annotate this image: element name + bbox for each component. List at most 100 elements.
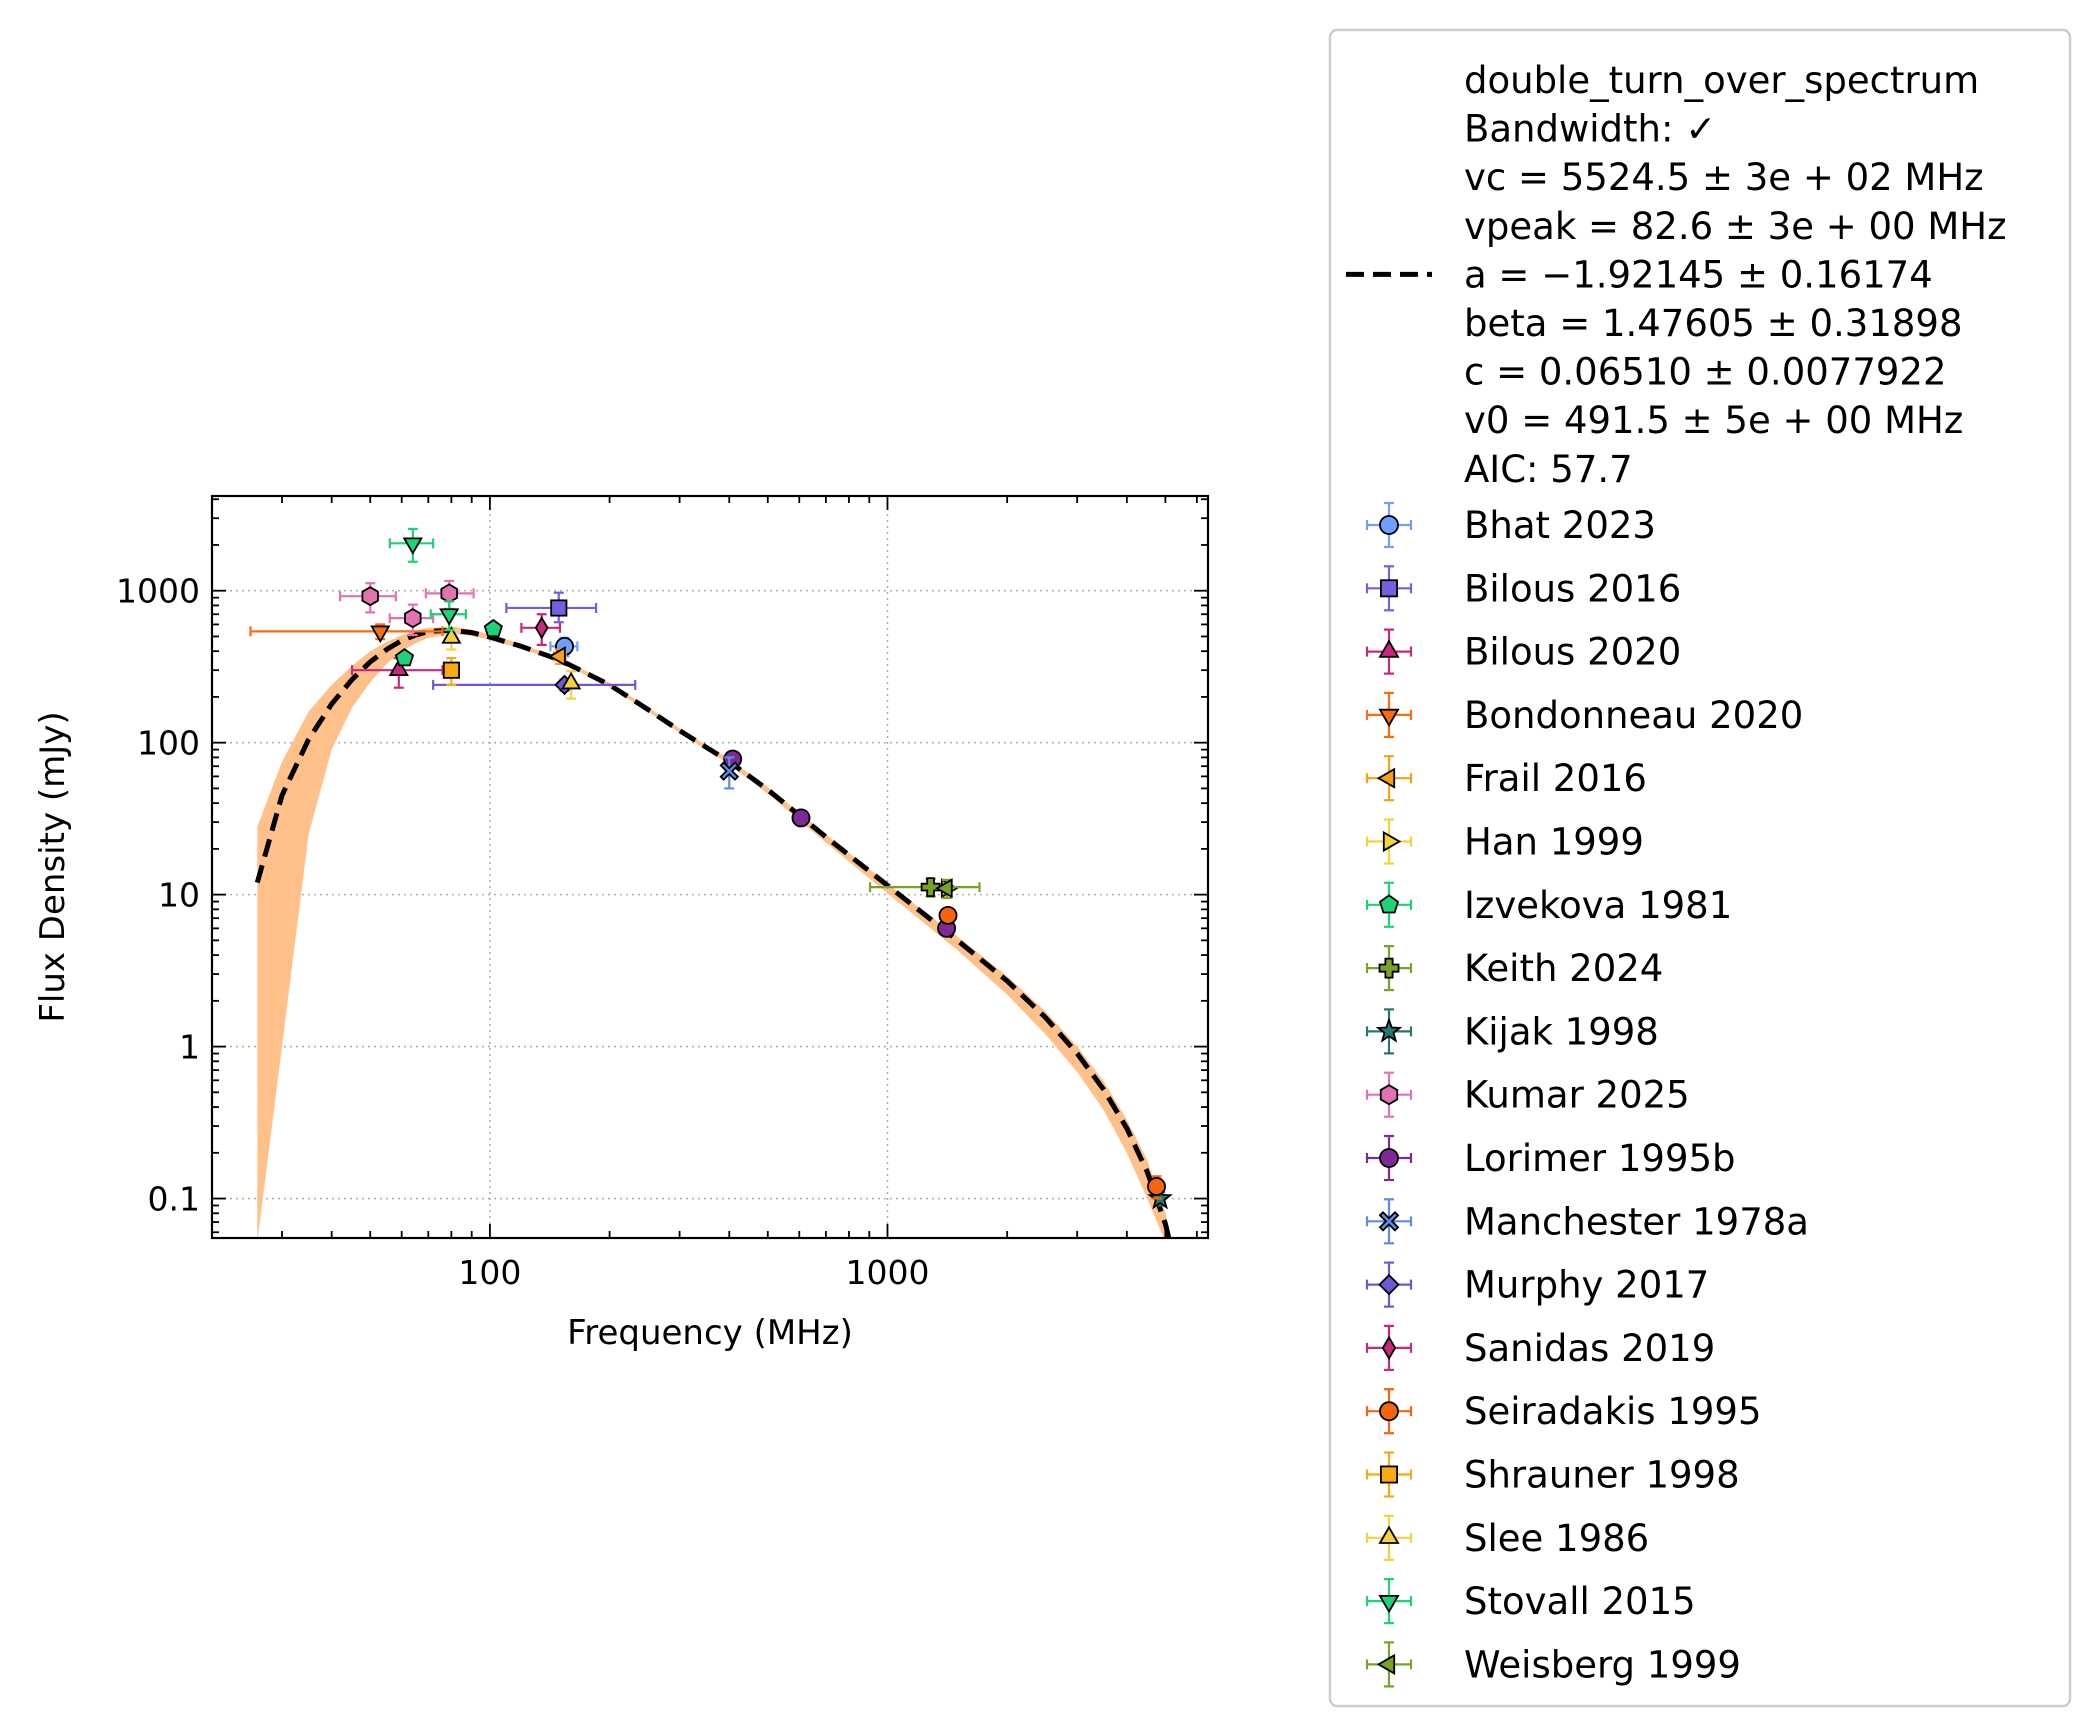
data-point-11-0 <box>719 761 740 781</box>
legend-marker-13 <box>1381 1335 1397 1361</box>
legend-fit-line-6: c = 0.06510 ± 0.0077922 <box>1464 351 1946 394</box>
data-point-9-0 <box>361 586 379 607</box>
series-13 <box>520 613 562 646</box>
legend-fit-line-4: a = −1.92145 ± 0.16174 <box>1464 253 1933 296</box>
series-15 <box>442 657 460 686</box>
legend-marker-4 <box>1376 767 1396 789</box>
data-point-16-0 <box>441 626 462 644</box>
data-point-14-0 <box>938 905 958 925</box>
series-12 <box>432 674 637 696</box>
legend-marker-2 <box>1378 639 1400 658</box>
series-2 <box>350 657 444 689</box>
data-point-13-0 <box>534 616 549 640</box>
legend-label-15: Shrauner 1998 <box>1464 1454 1740 1497</box>
fit-curve-layer <box>254 627 1172 1238</box>
data-point-6-1 <box>483 618 503 638</box>
legend-box <box>1328 28 2072 1708</box>
legend-label-16: Slee 1986 <box>1464 1517 1649 1560</box>
legend-label-1: Bilous 2016 <box>1464 567 1681 610</box>
legend-label-10: Lorimer 1995b <box>1464 1137 1736 1180</box>
data-point-7-0 <box>920 877 941 897</box>
legend-label-5: Han 1999 <box>1464 821 1644 864</box>
legend-fit-line-7: v0 = 491.5 ± 5e + 00 MHz <box>1464 399 1963 442</box>
data-point-15-0 <box>442 661 460 679</box>
legend-fit-line-0: double_turn_over_spectrum <box>1464 59 1979 102</box>
legend-fit-line-1: Bandwidth: ✓ <box>1464 108 1716 151</box>
x-tick-label-1: 1000 <box>845 1253 929 1292</box>
series-9 <box>339 579 475 637</box>
data-point-10-1 <box>791 808 811 828</box>
data-points <box>249 527 1173 1210</box>
data-point-1-0 <box>550 599 568 617</box>
fit-uncertainty-band <box>257 626 1169 1238</box>
legend: double_turn_over_spectrum Bandwidth: ✓ vc … <box>1328 28 2072 1708</box>
legend-marker-11 <box>1378 1211 1400 1232</box>
data-point-14-1 <box>1147 1177 1166 1196</box>
legend-label-8: Kijak 1998 <box>1464 1010 1659 1053</box>
legend-marker-15 <box>1380 1465 1398 1484</box>
fit-band <box>257 626 1169 1238</box>
legend-marker-3 <box>1378 708 1400 728</box>
legend-marker-7 <box>1378 957 1400 979</box>
legend-label-6: Izvekova 1981 <box>1464 884 1732 927</box>
plot-frame <box>210 494 1210 1240</box>
legend-fit-line-8: AIC: 57.7 <box>1464 448 1633 491</box>
series-17 <box>388 527 467 632</box>
legend-marker-0 <box>1379 515 1399 535</box>
y-axis-label: Flux Density (mJy) <box>33 711 73 1022</box>
legend-label-17: Stovall 2015 <box>1464 1580 1696 1623</box>
series-3 <box>249 623 444 644</box>
legend-fit-line-2: vc = 5524.5 ± 3e + 02 MHz <box>1464 156 1984 199</box>
data-point-6-0 <box>394 647 415 667</box>
data-point-2-0 <box>388 658 409 677</box>
series-16 <box>441 626 582 700</box>
legend-marker-12 <box>1378 1273 1400 1296</box>
y-tick-label-4: 1000 <box>116 572 200 611</box>
data-point-9-1 <box>404 608 422 629</box>
legend-marker-9 <box>1379 1084 1399 1106</box>
legend-marker-14 <box>1379 1401 1399 1422</box>
legend-label-13: Sanidas 2019 <box>1464 1327 1715 1370</box>
series-14 <box>938 905 1166 1200</box>
legend-marker-5 <box>1382 830 1402 853</box>
legend-label-7: Keith 2024 <box>1464 947 1663 990</box>
legend-label-3: Bondonneau 2020 <box>1464 694 1803 737</box>
legend-marker-18 <box>1376 1653 1396 1676</box>
legend-fit-line-3: vpeak = 82.6 ± 3e + 00 MHz <box>1464 205 2007 248</box>
legend-label-2: Bilous 2020 <box>1464 631 1681 674</box>
y-tick-label-1: 1 <box>179 1028 200 1067</box>
y-tick-label-3: 100 <box>137 724 200 763</box>
series-18 <box>935 878 953 900</box>
data-point-18-0 <box>935 878 953 899</box>
legend-label-0: Bhat 2023 <box>1464 504 1656 547</box>
series-4 <box>548 646 567 667</box>
legend-marker-10 <box>1379 1148 1399 1168</box>
data-point-17-0 <box>402 537 423 556</box>
x-axis-label: Frequency (MHz) <box>567 1313 853 1353</box>
y-tick-label-2: 10 <box>158 876 200 915</box>
series-6 <box>394 618 503 667</box>
series-7 <box>868 877 981 898</box>
legend-label-9: Kumar 2025 <box>1464 1074 1690 1117</box>
grid-lines <box>212 496 1208 1238</box>
legend-label-14: Seiradakis 1995 <box>1464 1390 1761 1433</box>
legend-marker-16 <box>1378 1525 1400 1544</box>
legend-label-4: Frail 2016 <box>1464 757 1647 800</box>
series-1 <box>505 591 598 624</box>
legend-fit-line-5: beta = 1.47605 ± 0.31898 <box>1464 302 1963 345</box>
legend-marker-8 <box>1375 1017 1403 1043</box>
legend-label-18: Weisberg 1999 <box>1464 1643 1741 1686</box>
data-point-17-1 <box>439 608 460 626</box>
data-point-4-0 <box>548 646 566 667</box>
axis-ticks: 100 1000 0.1 1 10 100 1000 <box>116 496 1208 1292</box>
legend-marker-6 <box>1378 894 1400 914</box>
legend-marker-1 <box>1380 579 1398 598</box>
legend-label-12: Murphy 2017 <box>1464 1264 1709 1307</box>
x-tick-label-0: 100 <box>458 1253 521 1292</box>
series-11 <box>719 756 740 790</box>
legend-marker-17 <box>1378 1594 1400 1614</box>
data-point-9-2 <box>440 583 458 604</box>
data-point-3-0 <box>370 625 391 644</box>
data-point-16-1 <box>560 671 582 690</box>
